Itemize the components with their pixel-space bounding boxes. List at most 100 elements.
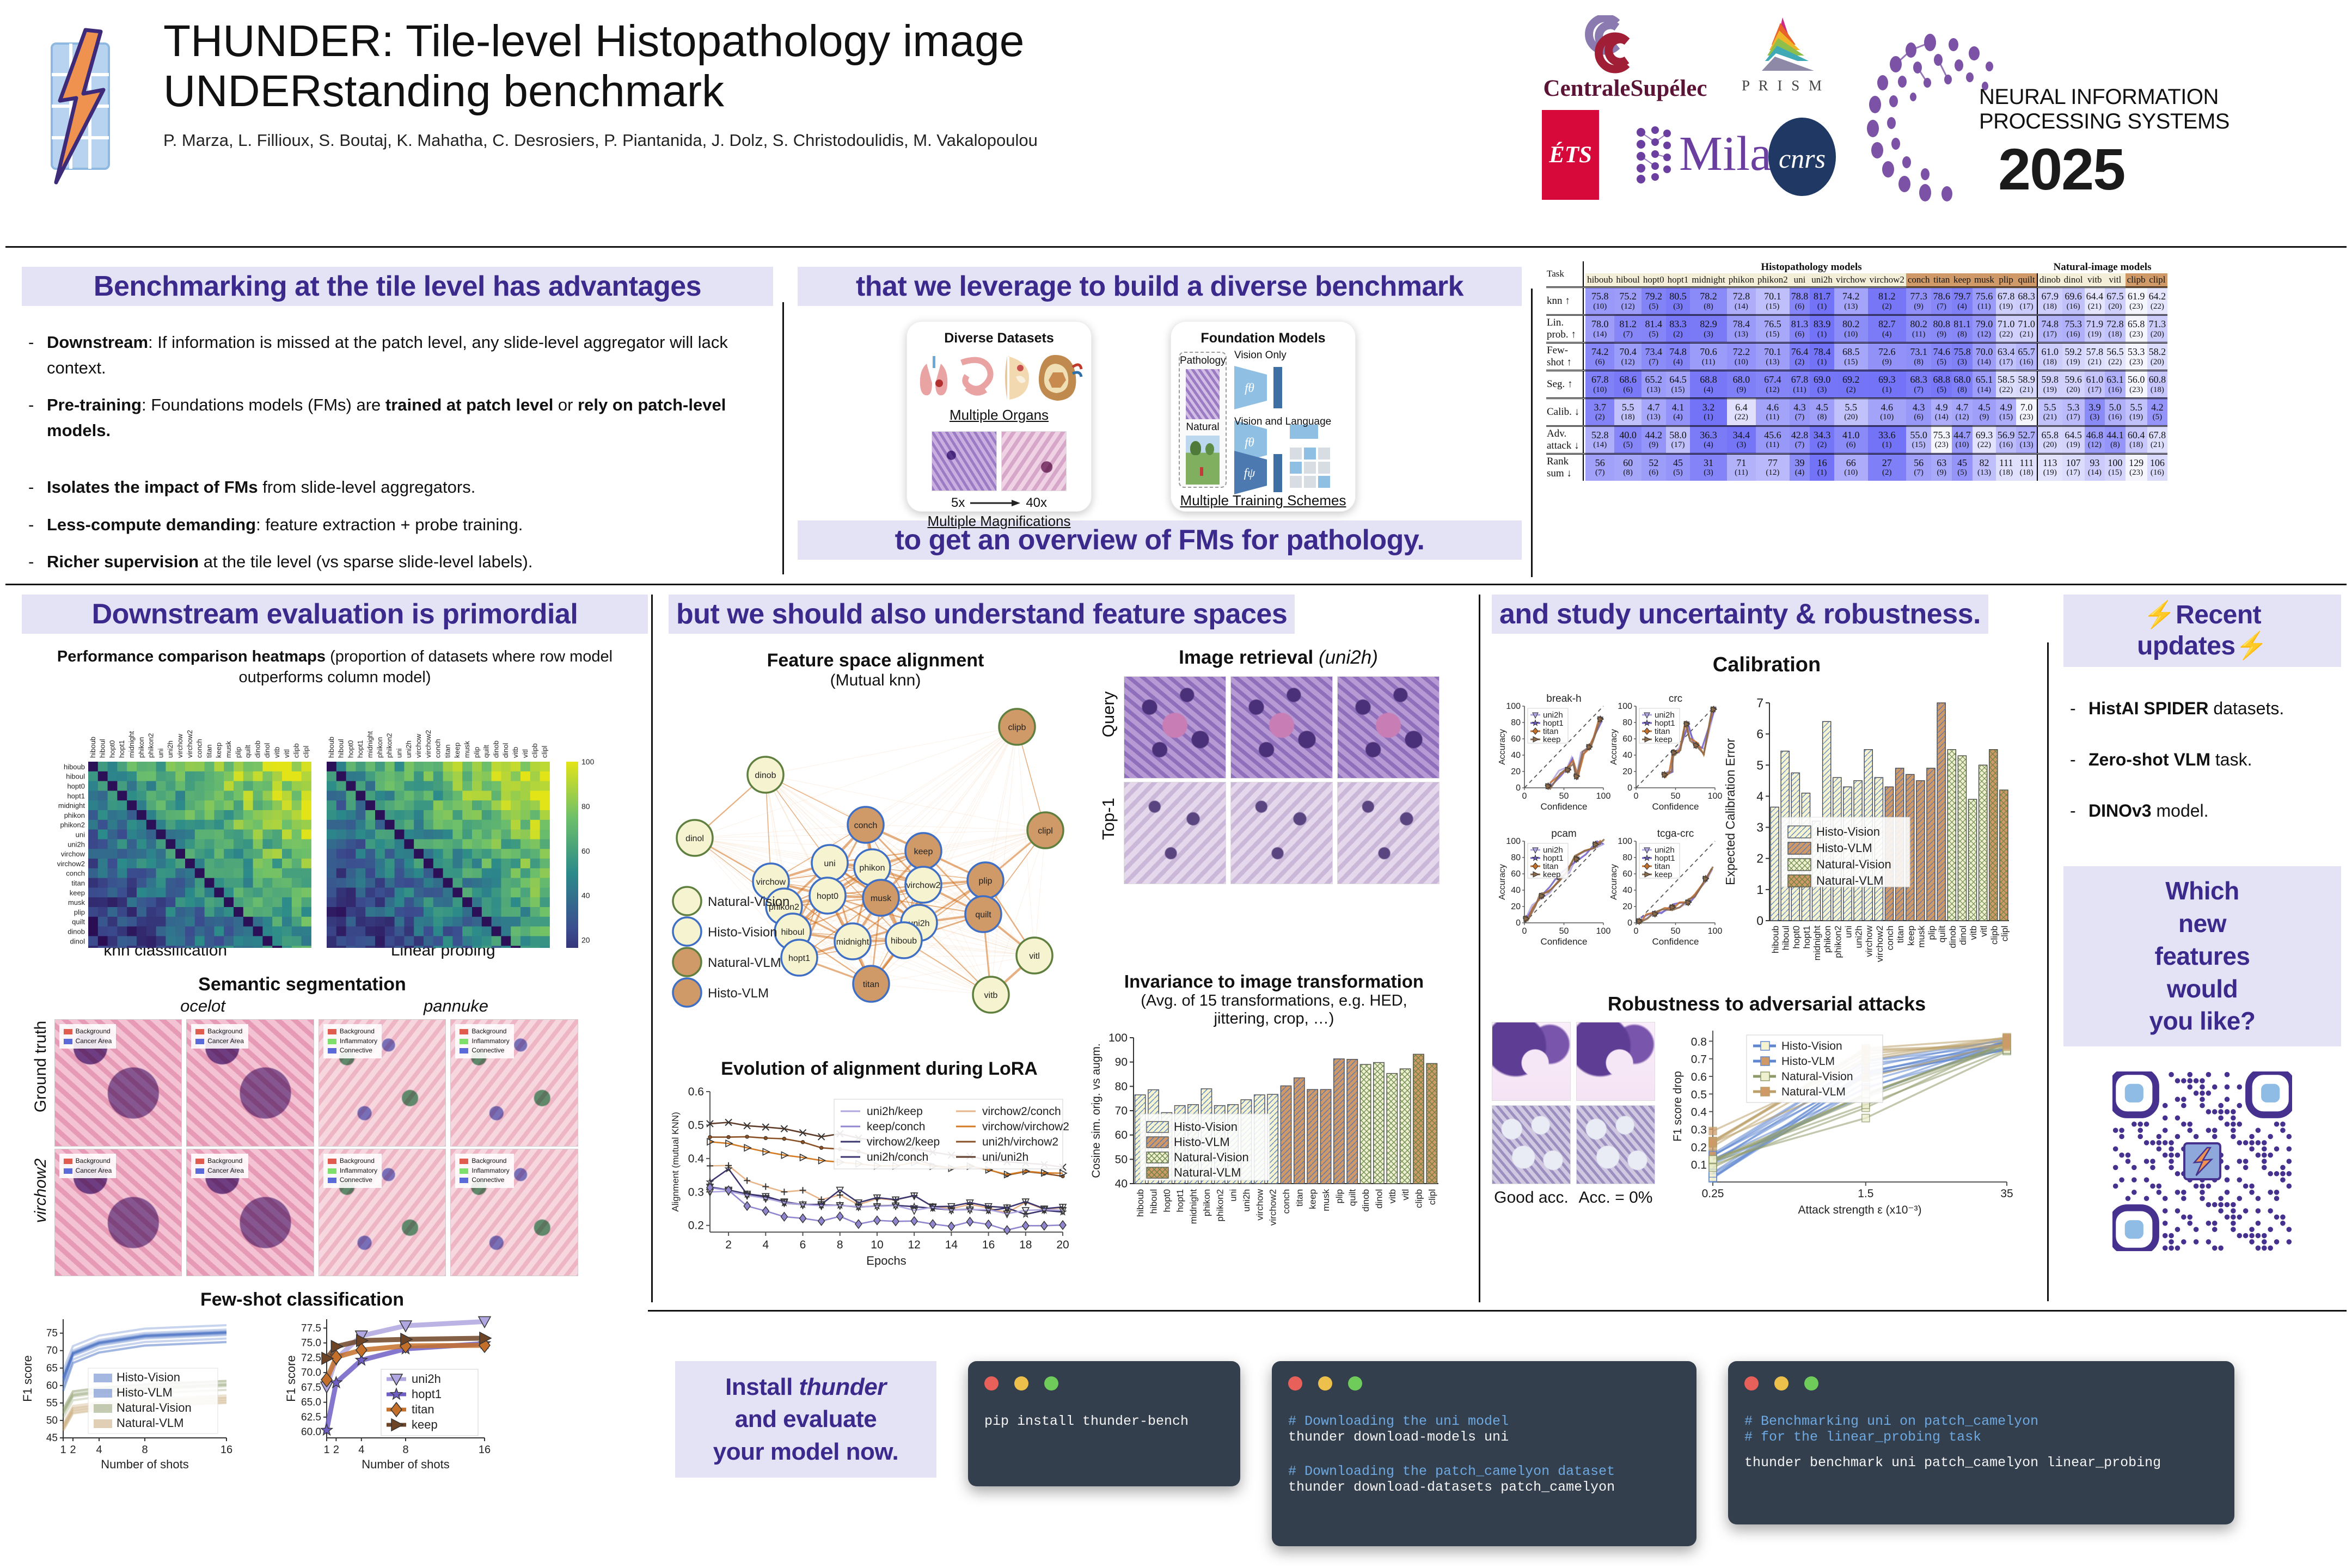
heatmap-cell [491, 791, 501, 801]
heatmap-cell [127, 820, 137, 830]
heatmap-cell [462, 878, 473, 889]
terminal-benchmark[interactable]: # Benchmarking uni on patch_camelyon # f… [1728, 1361, 2234, 1524]
heatmap-cell [243, 897, 254, 908]
table-cell: 3.9 (3) [2084, 398, 2105, 426]
terminal-download[interactable]: # Downloading the uni model thunder down… [1272, 1361, 1696, 1546]
heatmap-caption-rest: (proportion of datasets where row model … [238, 648, 613, 686]
heatmap-cell [462, 762, 473, 772]
graph-node-virchow2[interactable] [904, 866, 942, 904]
organs-icon [920, 355, 1083, 401]
qr-code[interactable] [2063, 1071, 2341, 1252]
heatmap-cell [204, 936, 215, 947]
x-tick: dinol [1374, 1189, 1384, 1209]
qr-module [2255, 1128, 2261, 1134]
close-icon[interactable] [1288, 1376, 1302, 1391]
heatmap-cell [272, 762, 283, 772]
heatmap-cell [530, 849, 541, 859]
x-tick: hopt0 [1791, 926, 1802, 949]
table-cell: 72.8 (14) [1726, 287, 1756, 315]
heatmap-cell [301, 829, 311, 840]
graph-node-vitb[interactable] [972, 976, 1010, 1014]
qr-module [2162, 1208, 2168, 1214]
heatmap-cell [346, 839, 356, 850]
legend-node-icon [672, 977, 702, 1008]
qr-module [2187, 1128, 2193, 1134]
maximize-icon[interactable] [1348, 1376, 1363, 1391]
heatmap-cell [346, 762, 356, 772]
graph-node-hopt1[interactable] [780, 939, 818, 977]
heatmap-cell [327, 810, 337, 820]
heatmap-cell [88, 762, 99, 772]
heatmap-caption-bold: Performance comparison heatmaps [57, 648, 326, 665]
heatmap-cell [117, 946, 127, 948]
robustness-marker [1861, 1113, 1870, 1123]
heatmap-canvas: hiboub hiboul hopt0 hopt1 midnight phikon phik… [57, 730, 595, 948]
heatmap-cell [346, 820, 356, 830]
minimize-icon[interactable] [1318, 1376, 1333, 1391]
seg-image: Background Cancer Area [186, 1149, 314, 1277]
heatmap-cell [234, 771, 244, 782]
graph-edge [1016, 726, 1035, 956]
graph-node-clipl[interactable] [1026, 811, 1064, 849]
heatmap-cell [424, 829, 434, 840]
qr-module [2231, 1122, 2236, 1127]
heatmap-cell [375, 771, 385, 782]
graph-node-midnight[interactable] [834, 922, 872, 960]
graph-node-clipb[interactable] [998, 708, 1036, 746]
x-tick: musk [1321, 1189, 1331, 1211]
heatmap-cell [452, 946, 463, 948]
qr-module [2162, 1153, 2168, 1158]
heatmap-cell [481, 849, 492, 859]
graph-node-vitl[interactable] [1015, 936, 1054, 975]
panel-install: Install thunder and evaluate your model … [675, 1361, 2341, 1546]
heatmap-cell [107, 936, 118, 947]
qr-code-icon[interactable] [2112, 1071, 2292, 1252]
graph-node-dinol[interactable] [676, 819, 714, 857]
graph-node-hopt0[interactable] [808, 877, 847, 915]
heatmap-cell [262, 917, 273, 927]
graph-node-conch[interactable] [847, 806, 885, 844]
heatmap-cell [224, 936, 234, 947]
graph-node-musk[interactable] [862, 879, 900, 917]
heatmap-cell [346, 829, 356, 840]
heatmap-cell [327, 897, 337, 908]
graph-node-titan[interactable] [852, 965, 890, 1003]
qr-module [2224, 1072, 2230, 1077]
y-tick: 0.3 [1691, 1124, 1707, 1136]
close-icon[interactable] [1744, 1376, 1759, 1391]
graph-edge [694, 837, 924, 852]
heatmap-cell [394, 897, 405, 908]
table-cell: 70.6 (11) [1690, 342, 1727, 371]
calibration-line [1548, 719, 1601, 790]
row-task-label: Seg. ↑ [1547, 378, 1573, 390]
heatmap-cell [375, 859, 385, 869]
graph-edge [694, 837, 991, 995]
heatmap-cell [443, 887, 453, 898]
qr-module [2268, 1227, 2273, 1233]
heatmap-cell [127, 800, 137, 811]
heatmap-cell [424, 859, 434, 869]
heatmap-row-label: uni [76, 831, 85, 839]
terminal-comment: # Benchmarking uni on patch_camelyon [1744, 1413, 2039, 1429]
maximize-icon[interactable] [1044, 1376, 1059, 1391]
minimize-icon[interactable] [1774, 1376, 1789, 1391]
table-col-hopt0: hopt0 [1641, 273, 1666, 287]
maximize-icon[interactable] [1804, 1376, 1819, 1391]
heatmap-cell [137, 936, 147, 947]
graph-node-quilt[interactable] [964, 895, 1002, 933]
minimize-icon[interactable] [1014, 1376, 1029, 1391]
qr-module [2112, 1146, 2118, 1152]
heatmap-cell [88, 868, 99, 879]
heatmap-cell [491, 781, 501, 792]
heatmap-cell [365, 926, 376, 937]
terminal-install[interactable]: pip install thunder-bench [968, 1361, 1240, 1486]
heatmap-col-label: hopt1 [118, 740, 126, 758]
graph-node-dinob[interactable] [746, 756, 785, 794]
heatmap-cell [424, 887, 434, 898]
heatmap-cell [404, 820, 414, 830]
qr-module [2137, 1134, 2143, 1140]
graph-node-hiboub[interactable] [885, 921, 923, 959]
close-icon[interactable] [984, 1376, 999, 1391]
legend-label: Natural-VLM [1781, 1086, 1846, 1098]
heatmap-cell [491, 771, 501, 782]
